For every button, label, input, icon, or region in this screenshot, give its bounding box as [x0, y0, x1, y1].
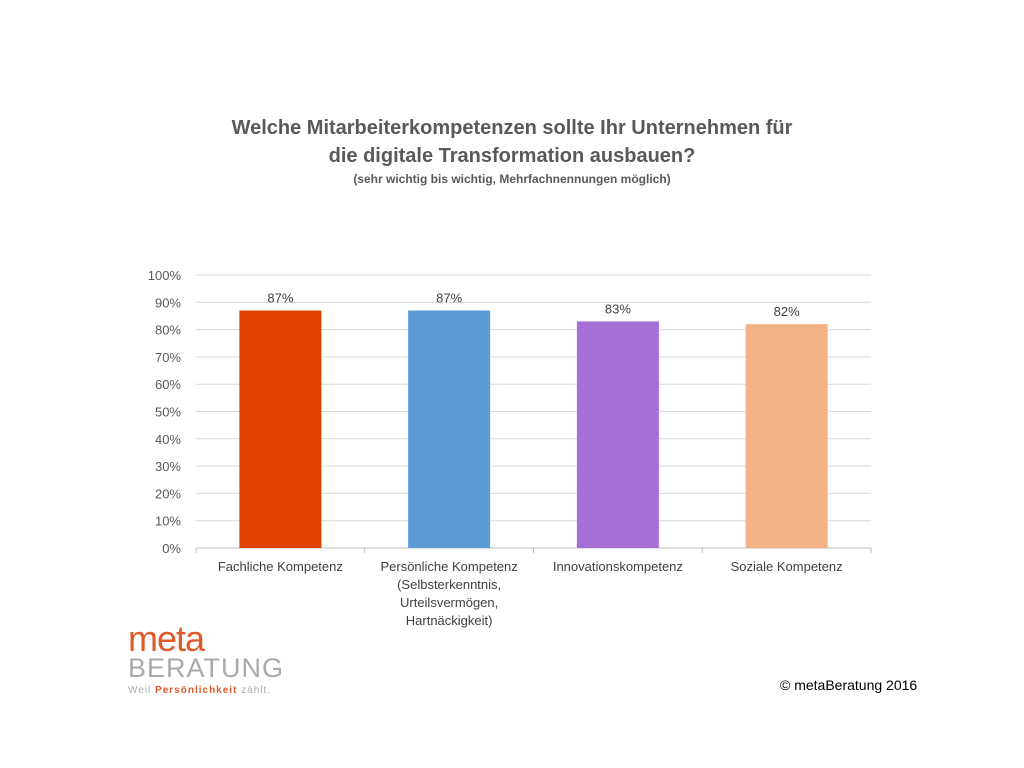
y-tick-label: 50%: [155, 405, 181, 420]
chart-subtitle: (sehr wichtig bis wichtig, Mehrfachnennu…: [353, 172, 671, 186]
x-tick-label: Urteilsvermögen,: [400, 595, 498, 610]
chart-title: Welche Mitarbeiterkompetenzen sollte Ihr…: [231, 117, 793, 139]
x-tick-label: (Selbsterkenntnis,: [397, 577, 501, 592]
x-tick-label: Innovationskompetenz: [553, 559, 683, 574]
bar: [239, 310, 322, 548]
data-label: 82%: [774, 304, 800, 319]
copyright: © metaBeratung 2016: [780, 677, 918, 693]
data-label: 83%: [605, 301, 631, 316]
y-tick-label: 60%: [155, 377, 181, 392]
data-label: 87%: [436, 290, 462, 305]
chart-title-line2: die digitale Transformation ausbauen?: [328, 145, 696, 167]
bar: [745, 324, 828, 548]
y-tick-label: 90%: [155, 295, 181, 310]
x-tick-label: Fachliche Kompetenz: [218, 559, 343, 574]
y-tick-label: 100%: [148, 268, 182, 283]
y-tick-label: 70%: [155, 350, 181, 365]
y-tick-label: 10%: [155, 514, 181, 529]
bar: [408, 310, 491, 548]
x-tick-label: Hartnäckigkeit): [406, 613, 493, 628]
y-tick-label: 0%: [162, 541, 181, 556]
y-tick-label: 40%: [155, 432, 181, 447]
data-label: 87%: [267, 290, 293, 305]
y-tick-label: 80%: [155, 323, 181, 338]
x-tick-label: Persönliche Kompetenz: [380, 559, 517, 574]
y-tick-label: 20%: [155, 486, 181, 501]
x-tick-label: Soziale Kompetenz: [731, 559, 843, 574]
logo: meta BERATUNG Weil Persönlichkeit zählt.: [128, 618, 285, 697]
y-tick-label: 30%: [155, 459, 181, 474]
bar: [576, 321, 659, 548]
